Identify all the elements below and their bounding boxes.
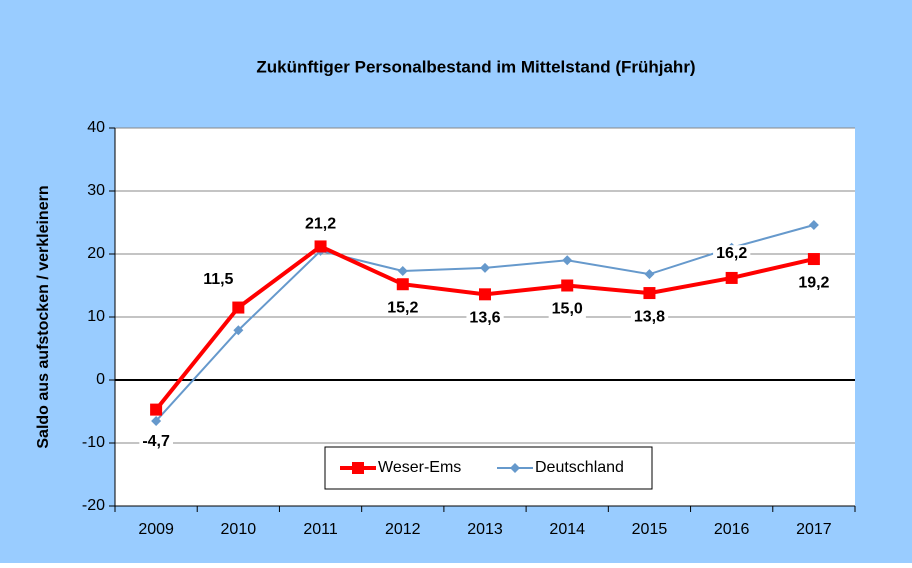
y-tick-label: -20 [82,497,105,514]
data-label: 19,2 [798,274,829,291]
marker [808,220,819,231]
y-tick-label: 0 [96,371,105,388]
data-label-background [713,245,751,263]
data-label-background [200,270,237,288]
data-label: 16,2 [716,245,747,262]
y-tick-label: 40 [87,119,105,136]
marker [561,279,574,292]
legend [324,446,653,490]
marker [397,266,408,277]
marker [562,255,573,266]
legend-marker [510,463,520,473]
legend-marker [352,462,364,474]
marker [232,301,245,314]
marker [725,271,738,284]
data-label-background [384,299,422,317]
x-tick-label: 2015 [632,521,668,538]
data-label-background [466,309,504,327]
y-tick-label: -10 [82,434,105,451]
marker [396,278,409,291]
x-tick-label: 2010 [221,521,257,538]
x-tick-label: 2013 [467,521,503,538]
x-tick-label: 2011 [303,521,338,538]
marker [644,269,655,280]
data-label-background [795,274,833,292]
data-label-background [301,215,340,233]
chart-title: Zukünftiger Personalbestand im Mittelsta… [256,57,695,76]
marker [233,325,244,336]
data-label: 21,2 [305,216,336,233]
data-label-background [139,432,173,450]
data-label: 13,6 [469,310,500,327]
marker [479,288,491,301]
marker [643,287,656,300]
data-label: 13,8 [634,308,665,325]
marker [314,240,327,253]
data-label-background [630,308,669,326]
x-tick-label: 2012 [385,521,421,538]
marker [150,403,163,416]
data-label: -4,7 [142,433,170,450]
marker [151,415,162,426]
data-label-background [548,300,586,318]
x-tick-label: 2009 [138,521,174,538]
legend-label: Deutschland [535,459,624,476]
y-tick-label: 20 [87,245,105,262]
y-tick-label: 10 [87,308,105,325]
y-axis-label: Saldo aus aufstocken / verkleinern [35,185,52,448]
data-label: 15,0 [552,301,583,318]
x-tick-label: 2016 [714,521,750,538]
legend-label: Weser-Ems [378,459,461,476]
marker [480,262,490,273]
marker [807,253,820,266]
x-tick-label: 2014 [549,521,585,538]
y-tick-label: 30 [87,182,105,199]
data-label: 11,5 [203,271,233,288]
data-label: 15,2 [387,299,418,316]
x-tick-label: 2017 [796,521,832,538]
